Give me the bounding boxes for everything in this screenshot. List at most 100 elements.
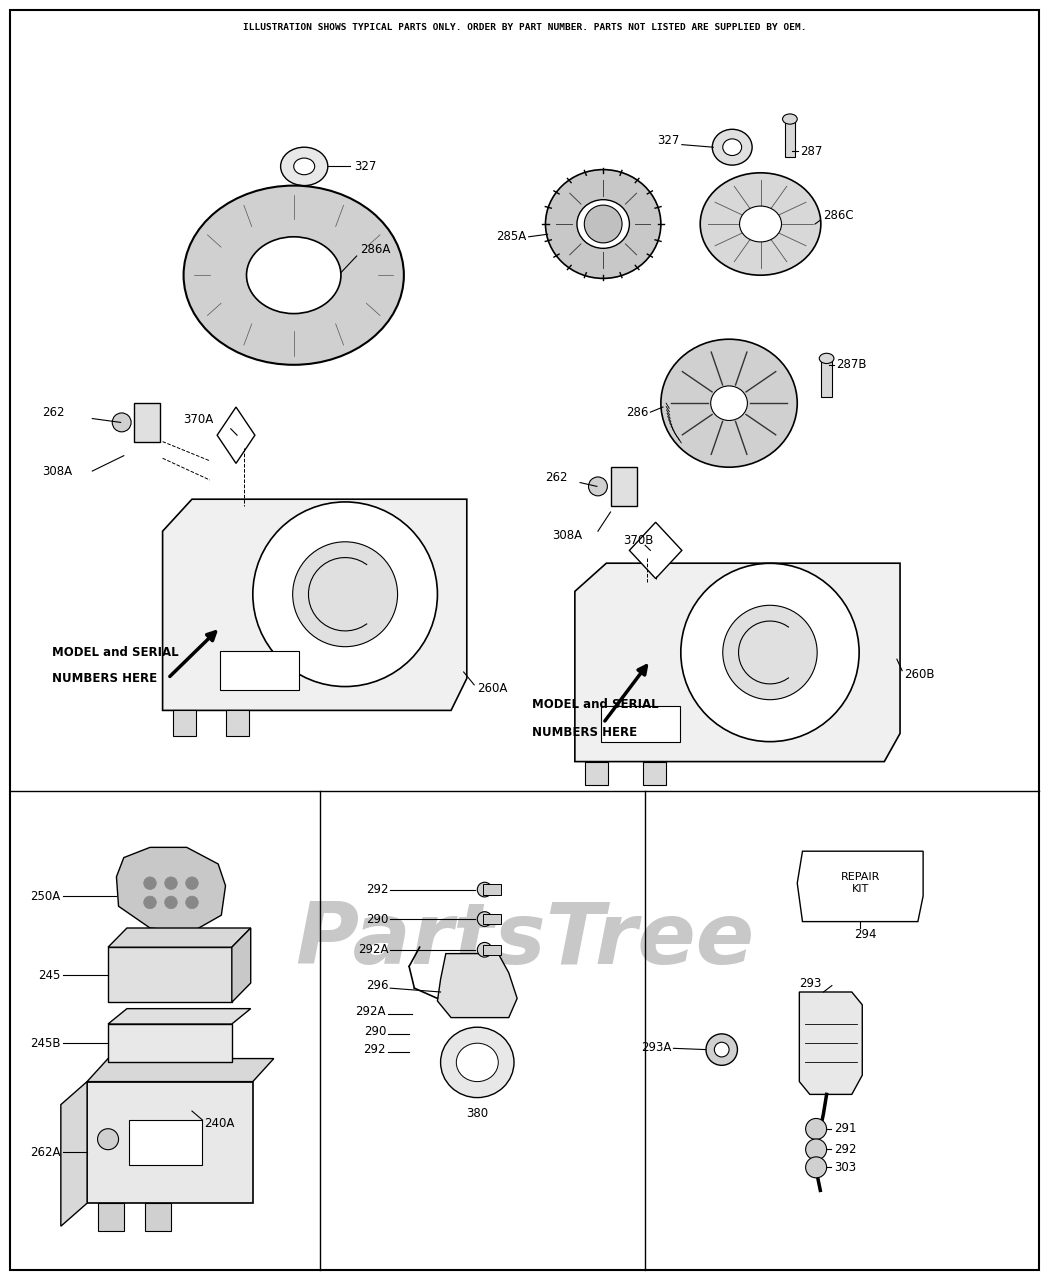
Text: NUMBERS HERE: NUMBERS HERE [532, 726, 637, 739]
Text: 262: 262 [545, 471, 568, 484]
Text: 293A: 293A [641, 1041, 671, 1053]
Bar [643, 762, 666, 785]
Text: 292: 292 [364, 1043, 386, 1056]
Bar [129, 1120, 202, 1165]
Text: PartsTree: PartsTree [295, 900, 754, 982]
Circle shape [98, 1129, 119, 1149]
Circle shape [806, 1139, 827, 1160]
Bar [98, 1203, 124, 1231]
Polygon shape [87, 1059, 274, 1082]
Ellipse shape [710, 387, 747, 420]
Text: 286C: 286C [823, 209, 854, 221]
Circle shape [165, 896, 177, 909]
Ellipse shape [740, 206, 782, 242]
Bar [108, 947, 232, 1002]
Circle shape [584, 205, 622, 243]
Ellipse shape [247, 237, 341, 314]
Ellipse shape [819, 353, 834, 364]
Text: 292A: 292A [358, 943, 388, 956]
Text: 292A: 292A [356, 1005, 386, 1018]
Text: 287B: 287B [836, 358, 866, 371]
Text: 308A: 308A [42, 465, 72, 477]
Circle shape [112, 413, 131, 431]
Circle shape [477, 942, 492, 957]
Text: 296: 296 [366, 979, 388, 992]
Polygon shape [232, 928, 251, 1002]
Circle shape [186, 896, 198, 909]
Text: 292: 292 [834, 1143, 856, 1156]
Circle shape [681, 563, 859, 741]
Bar [220, 652, 299, 690]
Text: 327: 327 [355, 160, 377, 173]
Bar [785, 119, 795, 157]
Bar [483, 945, 501, 955]
Ellipse shape [441, 1027, 514, 1097]
Text: 240A: 240A [205, 1117, 235, 1130]
Polygon shape [437, 954, 517, 1018]
Circle shape [477, 911, 492, 927]
Text: REPAIR
KIT: REPAIR KIT [840, 872, 880, 895]
Bar [821, 358, 832, 397]
Text: 380: 380 [466, 1107, 489, 1120]
Text: ILLUSTRATION SHOWS TYPICAL PARTS ONLY. ORDER BY PART NUMBER. PARTS NOT LISTED AR: ILLUSTRATION SHOWS TYPICAL PARTS ONLY. O… [242, 23, 807, 32]
Ellipse shape [281, 147, 327, 186]
Text: 250A: 250A [30, 890, 61, 902]
Polygon shape [163, 499, 467, 710]
Ellipse shape [577, 200, 629, 248]
Text: 370A: 370A [184, 413, 214, 426]
Bar [483, 884, 501, 895]
Circle shape [144, 877, 156, 890]
Circle shape [806, 1157, 827, 1178]
Ellipse shape [723, 140, 742, 156]
Circle shape [165, 877, 177, 890]
Text: 260A: 260A [477, 682, 508, 695]
Polygon shape [797, 851, 923, 922]
Text: 303: 303 [834, 1161, 856, 1174]
Polygon shape [629, 522, 682, 579]
Circle shape [293, 541, 398, 646]
Polygon shape [61, 1082, 87, 1226]
Bar [226, 710, 249, 736]
Circle shape [253, 502, 437, 686]
Text: 245B: 245B [30, 1037, 61, 1050]
Text: 293: 293 [799, 977, 821, 989]
Text: 262: 262 [42, 406, 64, 419]
Text: 327: 327 [658, 134, 680, 147]
Text: 245: 245 [39, 969, 61, 982]
Circle shape [723, 605, 817, 700]
Ellipse shape [700, 173, 820, 275]
Polygon shape [799, 992, 862, 1094]
Text: 294: 294 [854, 928, 877, 941]
Ellipse shape [545, 170, 661, 279]
Bar [483, 914, 501, 924]
Circle shape [186, 877, 198, 890]
Circle shape [714, 1042, 729, 1057]
Text: 286A: 286A [360, 243, 390, 256]
Text: 285A: 285A [496, 230, 527, 243]
Polygon shape [217, 407, 255, 463]
Polygon shape [116, 847, 226, 932]
Circle shape [144, 896, 156, 909]
Bar [585, 762, 608, 785]
Ellipse shape [661, 339, 797, 467]
Circle shape [477, 882, 492, 897]
Text: 287: 287 [800, 145, 822, 157]
Polygon shape [575, 563, 900, 762]
Text: MODEL and SERIAL: MODEL and SERIAL [52, 646, 179, 659]
Bar [601, 707, 680, 742]
Bar [87, 1082, 253, 1203]
Text: 290: 290 [364, 1025, 386, 1038]
Circle shape [706, 1034, 737, 1065]
Ellipse shape [294, 157, 315, 174]
Polygon shape [134, 403, 160, 442]
Ellipse shape [184, 186, 404, 365]
Text: 262A: 262A [30, 1146, 61, 1158]
Polygon shape [611, 467, 637, 506]
Ellipse shape [783, 114, 797, 124]
Bar [173, 710, 196, 736]
Text: 291: 291 [834, 1123, 856, 1135]
Polygon shape [108, 928, 251, 947]
Ellipse shape [712, 129, 752, 165]
Text: 260B: 260B [904, 668, 935, 681]
Text: 370B: 370B [623, 534, 654, 547]
